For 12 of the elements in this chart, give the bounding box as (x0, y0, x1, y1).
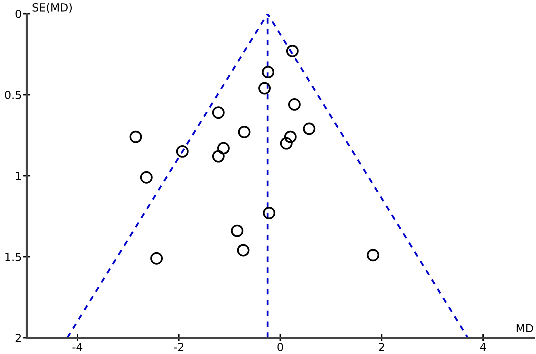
x-tick-label: 0 (278, 343, 284, 352)
x-tick-label: -4 (72, 343, 83, 352)
y-axis-title: SE(MD) (32, 3, 72, 14)
x-tick-label: 2 (379, 343, 384, 352)
x-tick-label: -2 (174, 343, 184, 352)
y-tick-label: 0 (16, 10, 22, 18)
y-tick-label: 0.5 (5, 90, 22, 100)
x-axis-title: MD (516, 324, 534, 332)
x-tick-label: 4 (480, 343, 486, 352)
y-tick-label: 1.5 (6, 253, 22, 262)
y-tick-label: 2 (16, 334, 22, 342)
y-tick-label: 1 (16, 172, 22, 180)
